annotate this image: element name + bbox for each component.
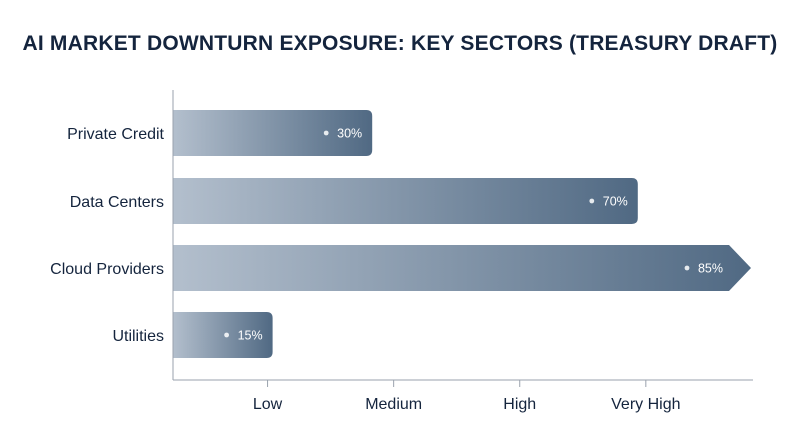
x-tick-label: Medium: [365, 396, 422, 413]
category-label: Cloud Providers: [50, 261, 164, 278]
value-label: 85%: [698, 262, 723, 276]
value-dot: [224, 332, 230, 338]
value-dot: [589, 198, 595, 204]
value-dot: [323, 130, 329, 136]
x-tick-label: Very High: [611, 396, 680, 413]
chart-title: AI MARKET DOWNTURN EXPOSURE: KEY SECTORS…: [22, 32, 778, 55]
bar-cloud-providers: [173, 245, 751, 291]
category-label: Private Credit: [67, 126, 164, 143]
value-label: 15%: [238, 329, 263, 343]
category-label: Utilities: [112, 328, 164, 345]
value-dot: [684, 265, 690, 271]
value-label: 30%: [337, 127, 362, 141]
x-tick-label: Low: [253, 396, 283, 413]
value-label: 70%: [603, 195, 628, 209]
category-label: Data Centers: [70, 194, 164, 211]
x-tick-label: High: [503, 396, 536, 413]
